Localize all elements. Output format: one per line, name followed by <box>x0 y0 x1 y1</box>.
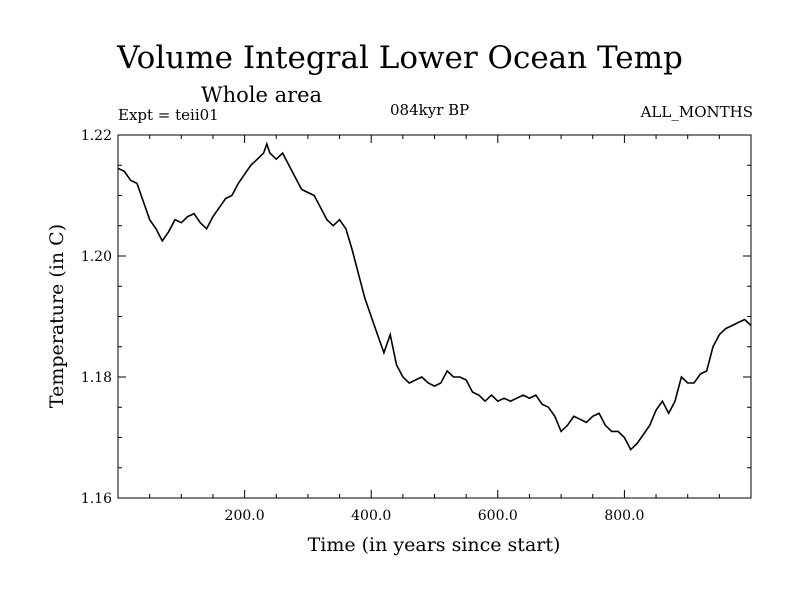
y-tick-label: 1.18 <box>81 370 112 386</box>
months-label: ALL_MONTHS <box>640 103 753 121</box>
period-label: 084kyr BP <box>390 101 470 119</box>
x-axis-label: Time (in years since start) <box>308 534 561 556</box>
x-tick-label: 800.0 <box>604 508 644 524</box>
x-tick-label: 600.0 <box>478 508 518 524</box>
chart-title: Volume Integral Lower Ocean Temp <box>117 40 683 76</box>
y-axis-label: Temperature (in C) <box>46 224 68 408</box>
y-tick-label: 1.22 <box>81 128 112 144</box>
plot-frame <box>117 134 752 499</box>
chart-subtitle: Whole area <box>201 83 323 107</box>
tick-labels: 200.0 400.0 600.0 800.0 1.16 1.18 1.20 1.22 <box>81 128 645 524</box>
experiment-label: Expt = teii01 <box>118 106 219 124</box>
y-tick-label: 1.20 <box>81 249 112 265</box>
temperature-series-line <box>117 141 752 451</box>
axis-ticks <box>118 135 751 498</box>
x-tick-label: 400.0 <box>351 508 391 524</box>
y-tick-label: 1.16 <box>81 491 112 507</box>
x-tick-label: 200.0 <box>225 508 265 524</box>
